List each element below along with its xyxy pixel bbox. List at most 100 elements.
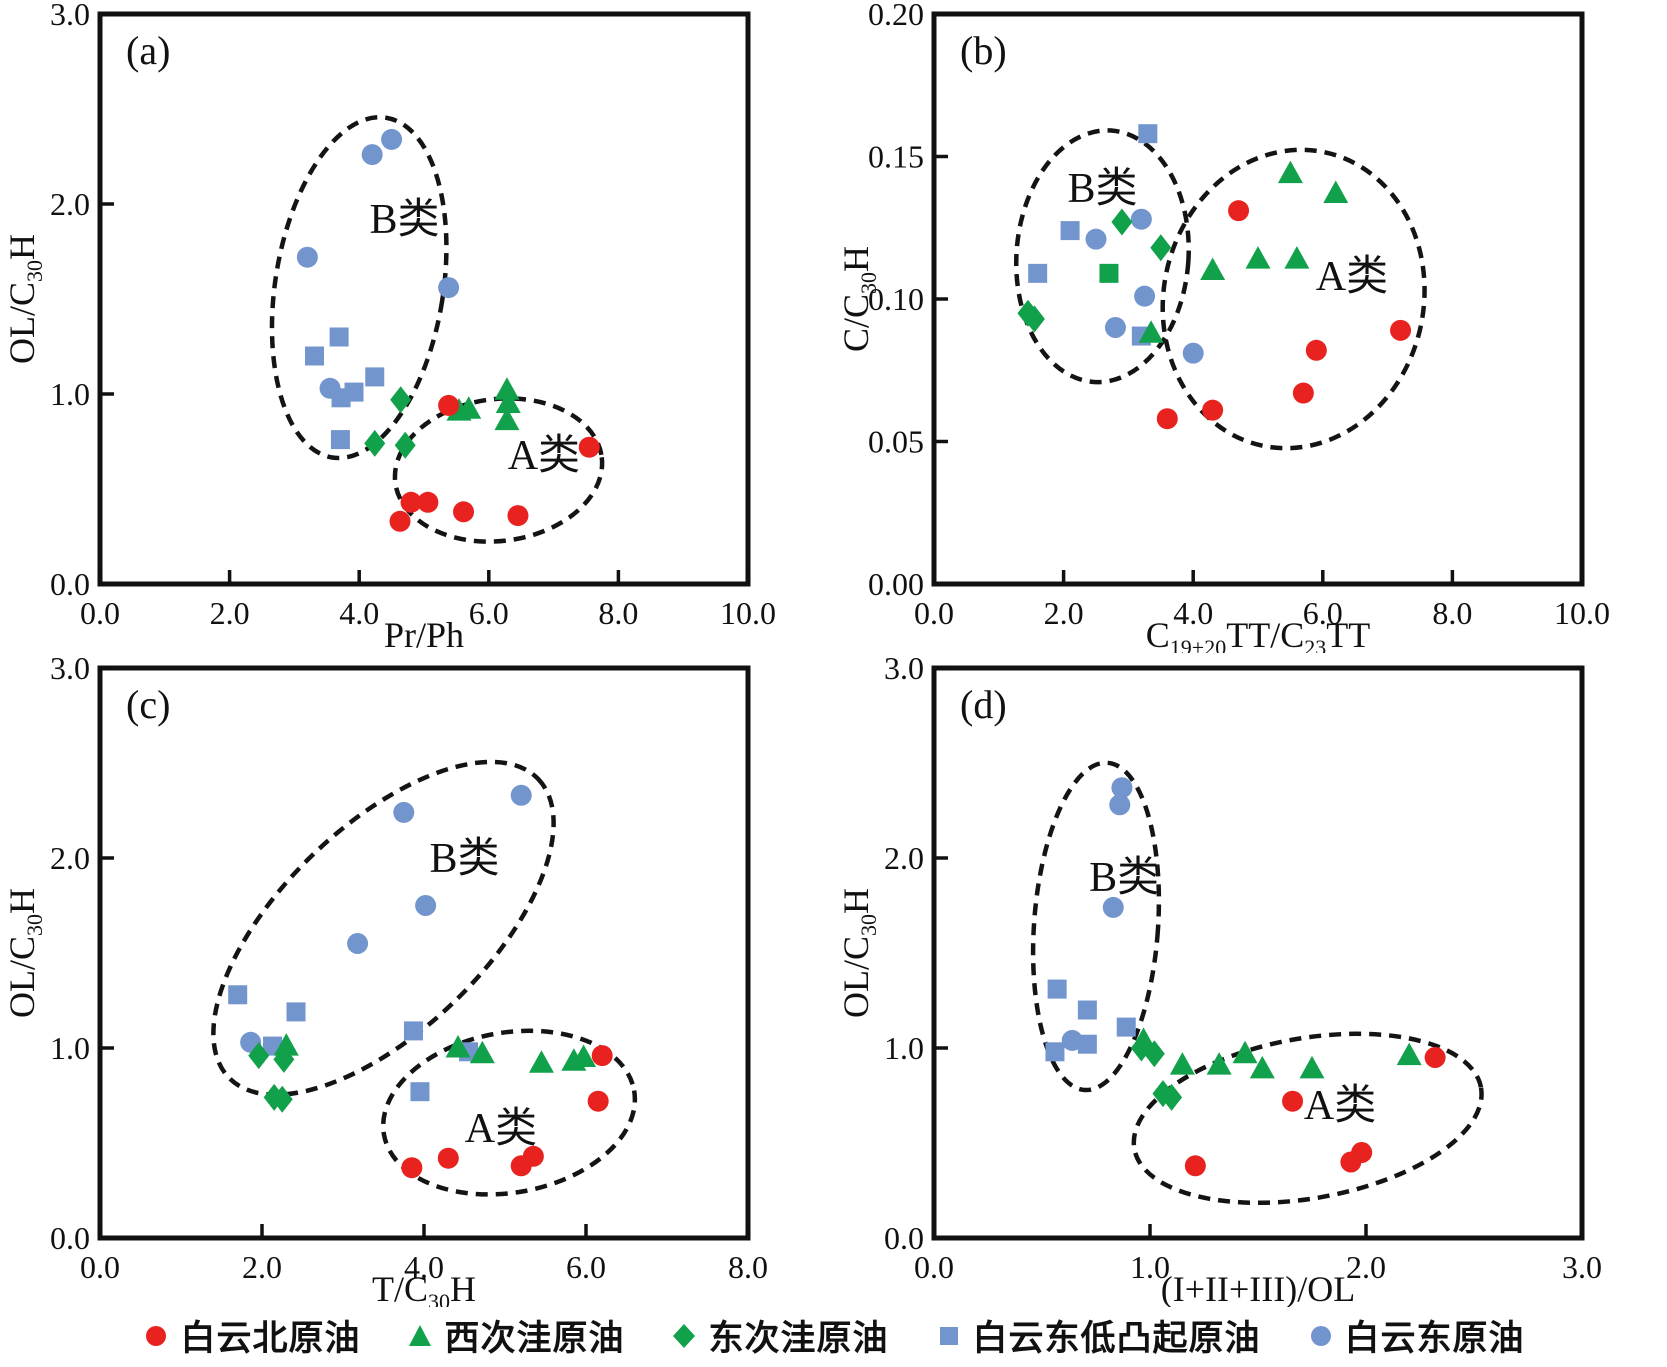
y-axis-title: OL/C30H: [2, 234, 47, 364]
y-tick-label: 2.0: [50, 186, 90, 222]
x-axis-title: Pr/Ph: [384, 615, 464, 653]
panel-a: B类 A类 0.0 2.0 4.0 6.0 8.0 10.0 0.0 1.0 2.0 3.0 Pr/Ph…: [0, 0, 833, 655]
dongciwa-marker: [394, 431, 416, 459]
x-tick-label: 8.0: [1432, 595, 1472, 631]
y-tick-label: 2.0: [50, 840, 90, 876]
xiciwa-marker: [1323, 180, 1349, 204]
y-tick-label: 3.0: [50, 0, 90, 32]
cluster-outline-a: [1131, 1031, 1484, 1206]
baiyundongdi-marker: [1060, 221, 1080, 241]
legend-label: 白云东原油: [1344, 1318, 1525, 1358]
legend-label: 东次洼原油: [708, 1318, 889, 1358]
cluster-label-b: B类: [429, 836, 499, 882]
legend-label: 西次洼原油: [444, 1318, 625, 1358]
series-baiyunbei: [401, 1045, 613, 1179]
baiyundongdi-marker: [403, 1021, 423, 1041]
baiyundongdi-marker: [1028, 263, 1048, 283]
baiyundongdi-marker: [1047, 979, 1067, 999]
baiyundongdi-marker: [410, 1082, 430, 1102]
baiyundong-marker: [1104, 317, 1126, 338]
xiciwa-marker: [456, 396, 482, 419]
x-tick-label: 10.0: [720, 595, 776, 631]
x-tick-label: 0.0: [80, 595, 120, 631]
legend-label: 白云北原油: [180, 1318, 361, 1358]
series-dongciwa: [364, 386, 416, 459]
baiyunbei-marker: [578, 436, 600, 458]
xiciwa-marker: [273, 1033, 299, 1056]
y-tick-label: 1.0: [50, 1030, 90, 1066]
legend-item-baiyundong: 白云东原油: [1307, 1310, 1525, 1361]
x-tick-label: 1.0: [1130, 1249, 1170, 1285]
baiyundong-marker: [296, 246, 318, 268]
baiyundong-marker: [347, 933, 369, 954]
xiciwa-marker: [494, 377, 520, 400]
panel-letter: (b): [960, 28, 1007, 73]
baiyundong-marker: [1111, 777, 1133, 799]
baiyunbei-marker: [1305, 339, 1327, 361]
dongciwa-marker: [364, 429, 386, 457]
legend-item-baiyundongdi: 白云东低凸起原油: [935, 1310, 1261, 1361]
baiyunbei-marker: [1390, 319, 1412, 341]
dongciwa-marker: [271, 1085, 293, 1113]
xiciwa-marker: [1200, 257, 1226, 280]
baiyunbei-marker: [400, 491, 422, 513]
xiciwa-marker: [1232, 1040, 1258, 1064]
xiciwa-marker: [1169, 1052, 1195, 1075]
dongciwa-marker: [248, 1042, 270, 1070]
baiyundong-marker: [1109, 794, 1131, 816]
y-axis-title: C/C30H: [836, 246, 881, 352]
baiyunbei-marker: [1351, 1142, 1373, 1163]
baiyundong-marker: [361, 144, 383, 166]
baiyunbei-marker: [1292, 382, 1314, 404]
diamond-icon: [673, 1324, 696, 1348]
plot-border: [931, 11, 1585, 587]
xiciwa-marker: [1131, 1027, 1157, 1050]
baiyunbei-marker: [389, 510, 411, 532]
y-tick-label: 0.0: [50, 1220, 90, 1256]
cluster-label-a: A类: [508, 433, 580, 479]
baiyundongdi-marker: [1138, 124, 1158, 144]
x-tick-label: 6.0: [469, 595, 509, 631]
circle-icon: [1310, 1326, 1331, 1346]
plot-border: [97, 665, 751, 1241]
panel-c-plot: B类 A类 0.0 2.0 4.0 6.0 8.0 0.0 1.0 2.0 3.0 T/C30H OL/…: [2, 650, 768, 1314]
panel-b: B类 A类 0.0 2.0 4.0 6.0 8.0 10.0 0.00 0.05 0.10 0.15 0…: [834, 0, 1667, 660]
y-tick-label: 0.20: [868, 0, 924, 32]
legend-item-dongciwa: 东次洼原油: [670, 1310, 888, 1361]
y-tick-label: 0.10: [868, 281, 924, 317]
xiciwa-marker: [495, 390, 521, 413]
y-tick-label: 0.05: [868, 424, 924, 460]
y-tick-label: 0.00: [868, 566, 924, 602]
cluster-label-a: A类: [1304, 1083, 1376, 1129]
cluster-label-a: A类: [1316, 254, 1388, 300]
cluster-outline-b: [1030, 760, 1162, 1093]
panel-b-plot: B类 A类 0.0 2.0 4.0 6.0 8.0 10.0 0.00 0.05 0.10 0.15 0…: [836, 0, 1610, 660]
y-axis-title: OL/C30H: [2, 888, 47, 1018]
baiyundong-marker: [510, 784, 532, 806]
x-tick-label: 0.0: [914, 595, 954, 631]
y-tick-label: 0.15: [868, 139, 924, 175]
baiyunbei-marker: [438, 394, 460, 416]
cluster-label-b: B类: [1067, 166, 1137, 212]
dongciwa-marker: [1150, 234, 1172, 262]
baiyunbei-marker: [1424, 1047, 1446, 1068]
panel-d: B类 A类 0.0 1.0 2.0 3.0 0.0 1.0 2.0 3.0 (I+II+III)/O…: [834, 650, 1667, 1309]
baiyunbei-marker: [591, 1045, 613, 1067]
triangle-icon: [409, 1325, 432, 1346]
series-xiciwa: [446, 377, 521, 431]
baiyundongdi-marker: [329, 327, 349, 347]
dongciwa-marker: [390, 386, 412, 414]
series-xiciwa: [1131, 1027, 1422, 1079]
cluster-label-a: A类: [465, 1106, 537, 1152]
y-tick-label: 2.0: [884, 840, 924, 876]
cluster-outline-b: [269, 114, 449, 461]
x-tick-label: 6.0: [1303, 595, 1343, 631]
xiciwa-marker: [1249, 1055, 1275, 1079]
baiyundongdi-marker: [1116, 1017, 1136, 1037]
baiyundongdi-marker: [330, 430, 350, 450]
panel-letter: (a): [126, 28, 170, 73]
series-baiyundong: [1085, 208, 1204, 364]
y-tick-label: 3.0: [884, 654, 924, 686]
series-baiyundongdi: [228, 985, 479, 1102]
